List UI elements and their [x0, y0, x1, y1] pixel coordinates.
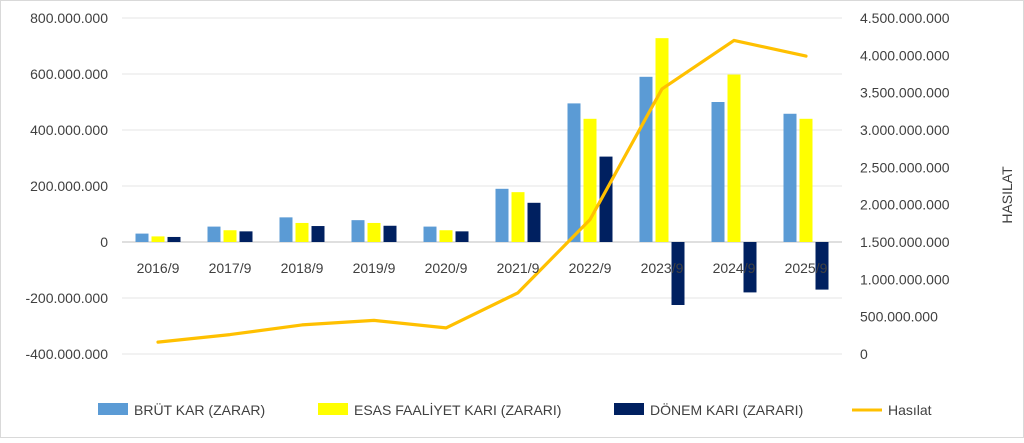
bar-d-nem-kari-zarari--2019-9: [383, 225, 397, 242]
bar-esas-faali-yet-kari-zarari--2017-9: [223, 230, 237, 242]
bar-d-nem-kari-zarari--2024-9: [743, 242, 757, 293]
line-series-hasilat: [156, 38, 808, 344]
bar-esas-faali-yet-kari-zarari--2019-9: [367, 222, 381, 242]
bar-d-nem-kari-zarari--2017-9: [239, 231, 253, 242]
bar-d-nem-kari-zarari--2018-9: [311, 226, 325, 242]
bar-br-t-kar-zarar--2016-9: [135, 233, 149, 242]
left-y-tick-label: 600.000.000: [30, 66, 108, 82]
bar-d-nem-kari-zarari--2025-9: [815, 242, 829, 290]
bar-series-group: [135, 38, 829, 305]
right-y-tick-label: 3.500.000.000: [860, 85, 950, 101]
bar-br-t-kar-zarar--2019-9: [351, 220, 365, 242]
right-y-tick-label: 3.000.000.000: [860, 122, 950, 138]
bar-esas-faali-yet-kari-zarari--2023-9: [655, 38, 669, 242]
bar-d-nem-kari-zarari--2023-9: [671, 242, 685, 305]
line-series-group: [156, 38, 808, 344]
bar-esas-faali-yet-kari-zarari--2016-9: [151, 236, 165, 242]
right-y-tick-label: 2.500.000.000: [860, 159, 950, 175]
left-y-tick-label: -200.000.000: [25, 290, 108, 306]
left-y-tick-label: 800.000.000: [30, 10, 108, 26]
bar-esas-faali-yet-kari-zarari--2018-9: [295, 222, 309, 242]
x-tick-label: 2021/9: [497, 260, 540, 276]
bar-esas-faali-yet-kari-zarari--2020-9: [439, 230, 453, 242]
legend-label: ESAS FAALİYET KARI (ZARARI): [354, 401, 561, 418]
bar-br-t-kar-zarar--2017-9: [207, 226, 221, 242]
bar-d-nem-kari-zarari--2022-9: [599, 156, 613, 242]
bar-d-nem-kari-zarari--2021-9: [527, 202, 541, 242]
bar-esas-faali-yet-kari-zarari--2021-9: [511, 192, 525, 242]
left-y-tick-label: 400.000.000: [30, 122, 108, 138]
bar-br-t-kar-zarar--2024-9: [711, 102, 725, 242]
bar-br-t-kar-zarar--2018-9: [279, 217, 293, 242]
x-axis-tick-labels: 2016/9 2017/9 2018/9 2019/9 2020/9 2021/9 2022…: [137, 260, 828, 276]
x-tick-label: 2020/9: [425, 260, 468, 276]
left-y-tick-label: 0: [100, 234, 108, 250]
bar-esas-faali-yet-kari-zarari--2025-9: [799, 118, 813, 242]
bar-br-t-kar-zarar--2022-9: [567, 103, 581, 243]
legend-label: BRÜT KAR (ZARAR): [134, 401, 265, 418]
legend-swatch: [98, 403, 128, 415]
legend-label: Hasılat: [888, 402, 932, 418]
left-y-tick-label: -400.000.000: [25, 346, 108, 362]
legend-swatch: [318, 403, 348, 415]
right-y-tick-label: 4.500.000.000: [860, 10, 950, 26]
bar-br-t-kar-zarar--2020-9: [423, 226, 437, 242]
x-tick-label: 2017/9: [209, 260, 252, 276]
left-y-tick-label: 200.000.000: [30, 178, 108, 194]
x-tick-label: 2018/9: [281, 260, 324, 276]
bar-d-nem-kari-zarari--2020-9: [455, 231, 469, 242]
right-y-tick-label: 1.000.000.000: [860, 271, 950, 287]
right-y-tick-label: 0: [860, 346, 868, 362]
bar-d-nem-kari-zarari--2016-9: [167, 236, 181, 242]
bar-br-t-kar-zarar--2023-9: [639, 76, 653, 242]
right-axis-title: HASILAT: [999, 166, 1015, 224]
x-tick-label: 2022/9: [569, 260, 612, 276]
right-y-tick-label: 500.000.000: [860, 309, 938, 325]
x-tick-label: 2019/9: [353, 260, 396, 276]
legend: BRÜT KAR (ZARAR) ESAS FAALİYET KARI (ZARA…: [98, 401, 932, 418]
right-y-tick-label: 4.000.000.000: [860, 47, 950, 63]
x-tick-label: 2025/9: [785, 260, 828, 276]
bar-esas-faali-yet-kari-zarari--2024-9: [727, 74, 741, 242]
right-y-tick-label: 1.500.000.000: [860, 234, 950, 250]
right-y-tick-label: 2.000.000.000: [860, 197, 950, 213]
x-tick-label: 2024/9: [713, 260, 756, 276]
x-tick-label: 2016/9: [137, 260, 180, 276]
left-y-axis-tick-labels: 800.000.000 600.000.000 400.000.000 200.000…: [25, 10, 108, 362]
right-y-axis-tick-labels: 4.500.000.000 4.000.000.000 3.500.000.000 3…: [860, 10, 950, 362]
legend-swatch: [614, 403, 644, 415]
bar-br-t-kar-zarar--2021-9: [495, 188, 509, 242]
bar-br-t-kar-zarar--2025-9: [783, 113, 797, 242]
legend-label: DÖNEM KARI (ZARARI): [650, 401, 803, 418]
x-tick-label: 2023/9: [641, 260, 684, 276]
